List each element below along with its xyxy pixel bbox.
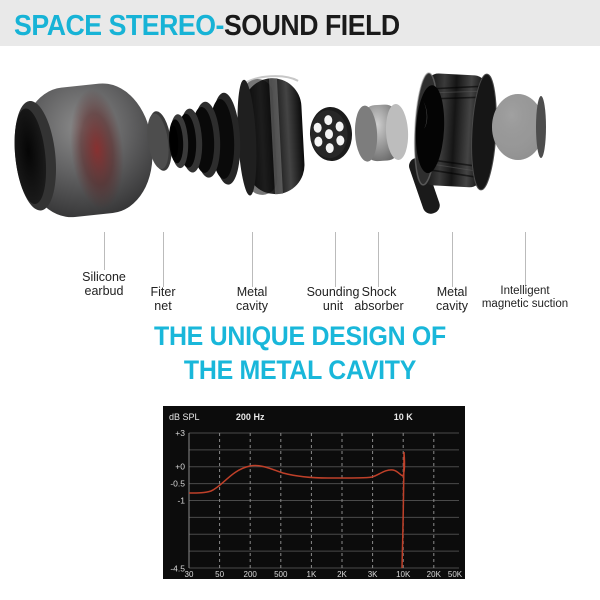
svg-text:10K: 10K <box>396 570 411 579</box>
svg-text:-0.5: -0.5 <box>170 479 185 489</box>
svg-text:50: 50 <box>215 570 224 579</box>
svg-text:-1: -1 <box>177 495 185 505</box>
svg-text:+0: +0 <box>175 462 185 472</box>
svg-text:500: 500 <box>274 570 288 579</box>
svg-text:20K: 20K <box>427 570 442 579</box>
svg-text:3K: 3K <box>368 570 378 579</box>
svg-text:50K: 50K <box>448 570 463 579</box>
svg-text:+3: +3 <box>175 428 185 438</box>
svg-text:200 Hz: 200 Hz <box>236 412 265 422</box>
svg-text:dB SPL: dB SPL <box>169 412 200 422</box>
svg-text:2K: 2K <box>337 570 347 579</box>
svg-text:-4.5: -4.5 <box>170 564 185 574</box>
svg-text:30: 30 <box>185 570 194 579</box>
svg-text:200: 200 <box>244 570 258 579</box>
svg-text:1K: 1K <box>307 570 317 579</box>
svg-text:10 K: 10 K <box>394 412 414 422</box>
